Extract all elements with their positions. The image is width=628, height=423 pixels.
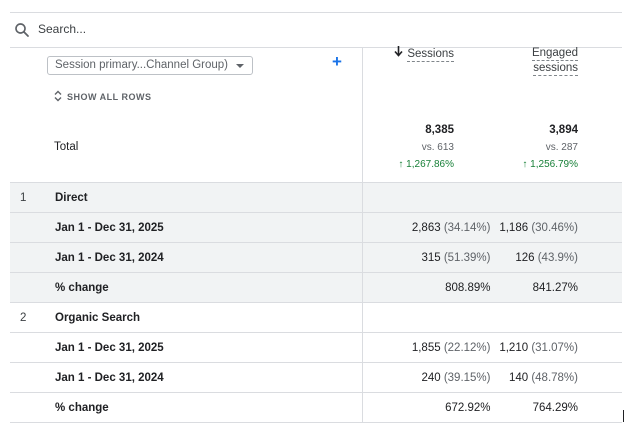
show-all-rows-button[interactable]: SHOW ALL ROWS	[53, 90, 152, 102]
total-sessions-change: ↑ 1,267.86%	[398, 156, 454, 173]
row-change-label: % change	[55, 392, 363, 423]
row-engaged-cell: 764.29%	[498, 392, 622, 423]
expand-collapse-icon	[54, 90, 62, 102]
total-engaged-vs: vs. 287	[545, 142, 578, 153]
row-period-label: Jan 1 - Dec 31, 2024	[55, 242, 363, 273]
total-label: Total	[54, 141, 79, 153]
row-engaged-cell	[498, 183, 622, 213]
total-engaged: 3,894 vs. 287 ↑ 1,256.79%	[522, 122, 578, 173]
row-engaged-cell	[498, 302, 622, 333]
engaged-percent: (30.46%)	[531, 221, 578, 234]
engaged-change: 764.29%	[532, 401, 578, 414]
data-rows: 1 Direct Jan 1 - Dec 31, 2025 2,863 (34.…	[10, 183, 622, 423]
row-engaged-cell: 1,210 (31.07%)	[498, 332, 622, 363]
row-sessions-cell: 240 (39.15%)	[362, 362, 499, 393]
row-engaged-cell: 126 (43.9%)	[498, 242, 622, 273]
sessions-value: 240	[421, 371, 441, 384]
row-index: 1	[10, 183, 55, 213]
table-header: Session primary...Channel Group) + SHOW …	[10, 46, 622, 183]
engaged-value: 1,186	[499, 221, 529, 234]
row-sessions-cell	[362, 183, 499, 213]
table-row[interactable]: % change 672.92% 764.29%	[10, 392, 622, 423]
sessions-percent: (39.15%)	[443, 371, 491, 384]
search-bar[interactable]: Search...	[10, 12, 622, 48]
engaged-percent: (48.78%)	[531, 371, 578, 384]
column-divider	[362, 48, 363, 182]
total-sessions-value: 8,385	[425, 124, 454, 136]
row-index: 2	[10, 302, 55, 333]
row-index-empty	[10, 392, 55, 423]
engaged-percent: (31.07%)	[531, 341, 578, 354]
sessions-percent: (51.39%)	[443, 251, 491, 264]
text-cursor	[623, 410, 624, 422]
sessions-value: 1,855	[411, 341, 441, 354]
engaged-percent: (43.9%)	[537, 251, 578, 264]
row-sessions-cell: 2,863 (34.14%)	[362, 212, 499, 243]
report-table: Search... Session primary...Channel Grou…	[10, 12, 622, 423]
row-index-empty	[10, 272, 55, 303]
row-sessions-cell: 1,855 (22.12%)	[362, 332, 499, 363]
row-period-label: Jan 1 - Dec 31, 2025	[55, 332, 363, 363]
total-engaged-change-value: 1,256.79%	[530, 159, 578, 170]
row-index-empty	[10, 362, 55, 393]
column-header-sessions[interactable]: Sessions	[394, 46, 454, 62]
table-row[interactable]: Jan 1 - Dec 31, 2025 2,863 (34.14%) 1,18…	[10, 212, 622, 243]
engaged-header-line1: Engaged	[531, 47, 578, 61]
sessions-change: 672.92%	[445, 401, 491, 414]
search-icon	[15, 23, 29, 37]
sessions-header-label: Sessions	[407, 48, 454, 62]
sessions-percent: (22.12%)	[443, 341, 491, 354]
sessions-value: 2,863	[411, 221, 441, 234]
table-row[interactable]: 2 Organic Search	[10, 302, 622, 333]
sessions-change: 808.89%	[445, 281, 491, 294]
row-index-empty	[10, 242, 55, 273]
caret-down-icon	[236, 64, 244, 68]
total-sessions: 8,385 vs. 613 ↑ 1,267.86%	[398, 122, 454, 173]
row-dimension: Organic Search	[55, 302, 363, 333]
sessions-percent: (34.14%)	[443, 221, 491, 234]
row-sessions-cell: 315 (51.39%)	[362, 242, 499, 273]
row-dimension: Direct	[55, 183, 363, 213]
row-engaged-cell: 841.27%	[498, 272, 622, 303]
dimension-dropdown[interactable]: Session primary...Channel Group)	[47, 56, 253, 75]
table-row[interactable]: % change 808.89% 841.27%	[10, 272, 622, 303]
dimension-label: Session primary...Channel Group)	[55, 59, 228, 71]
search-input[interactable]: Search...	[38, 22, 87, 36]
row-sessions-cell	[362, 302, 499, 333]
engaged-value: 1,210	[499, 341, 529, 354]
row-sessions-cell: 808.89%	[362, 272, 499, 303]
sessions-value: 315	[421, 251, 441, 264]
row-engaged-cell: 140 (48.78%)	[498, 362, 622, 393]
row-sessions-cell: 672.92%	[362, 392, 499, 423]
add-dimension-button[interactable]: +	[332, 52, 342, 71]
engaged-value: 140	[508, 371, 529, 384]
up-arrow-icon: ↑	[398, 159, 404, 170]
show-all-rows-label: SHOW ALL ROWS	[67, 92, 152, 102]
row-index-empty	[10, 212, 55, 243]
table-row[interactable]: Jan 1 - Dec 31, 2024 240 (39.15%) 140 (4…	[10, 362, 622, 393]
engaged-value: 126	[515, 251, 535, 264]
row-change-label: % change	[55, 272, 363, 303]
row-period-label: Jan 1 - Dec 31, 2024	[55, 362, 363, 393]
engaged-change: 841.27%	[532, 281, 578, 294]
row-engaged-cell: 1,186 (30.46%)	[498, 212, 622, 243]
row-period-label: Jan 1 - Dec 31, 2025	[55, 212, 363, 243]
total-sessions-change-value: 1,267.86%	[406, 159, 454, 170]
table-row[interactable]: 1 Direct	[10, 183, 622, 213]
column-header-engaged-sessions[interactable]: Engaged sessions	[531, 46, 578, 76]
table-row[interactable]: Jan 1 - Dec 31, 2024 315 (51.39%) 126 (4…	[10, 242, 622, 273]
total-engaged-value: 3,894	[549, 124, 578, 136]
total-engaged-change: ↑ 1,256.79%	[522, 156, 578, 173]
sort-down-arrow-icon	[394, 46, 403, 62]
engaged-header-line2: sessions	[533, 62, 578, 76]
row-index-empty	[10, 332, 55, 363]
up-arrow-icon: ↑	[522, 159, 528, 170]
total-sessions-vs: vs. 613	[421, 142, 454, 153]
table-row[interactable]: Jan 1 - Dec 31, 2025 1,855 (22.12%) 1,21…	[10, 332, 622, 363]
